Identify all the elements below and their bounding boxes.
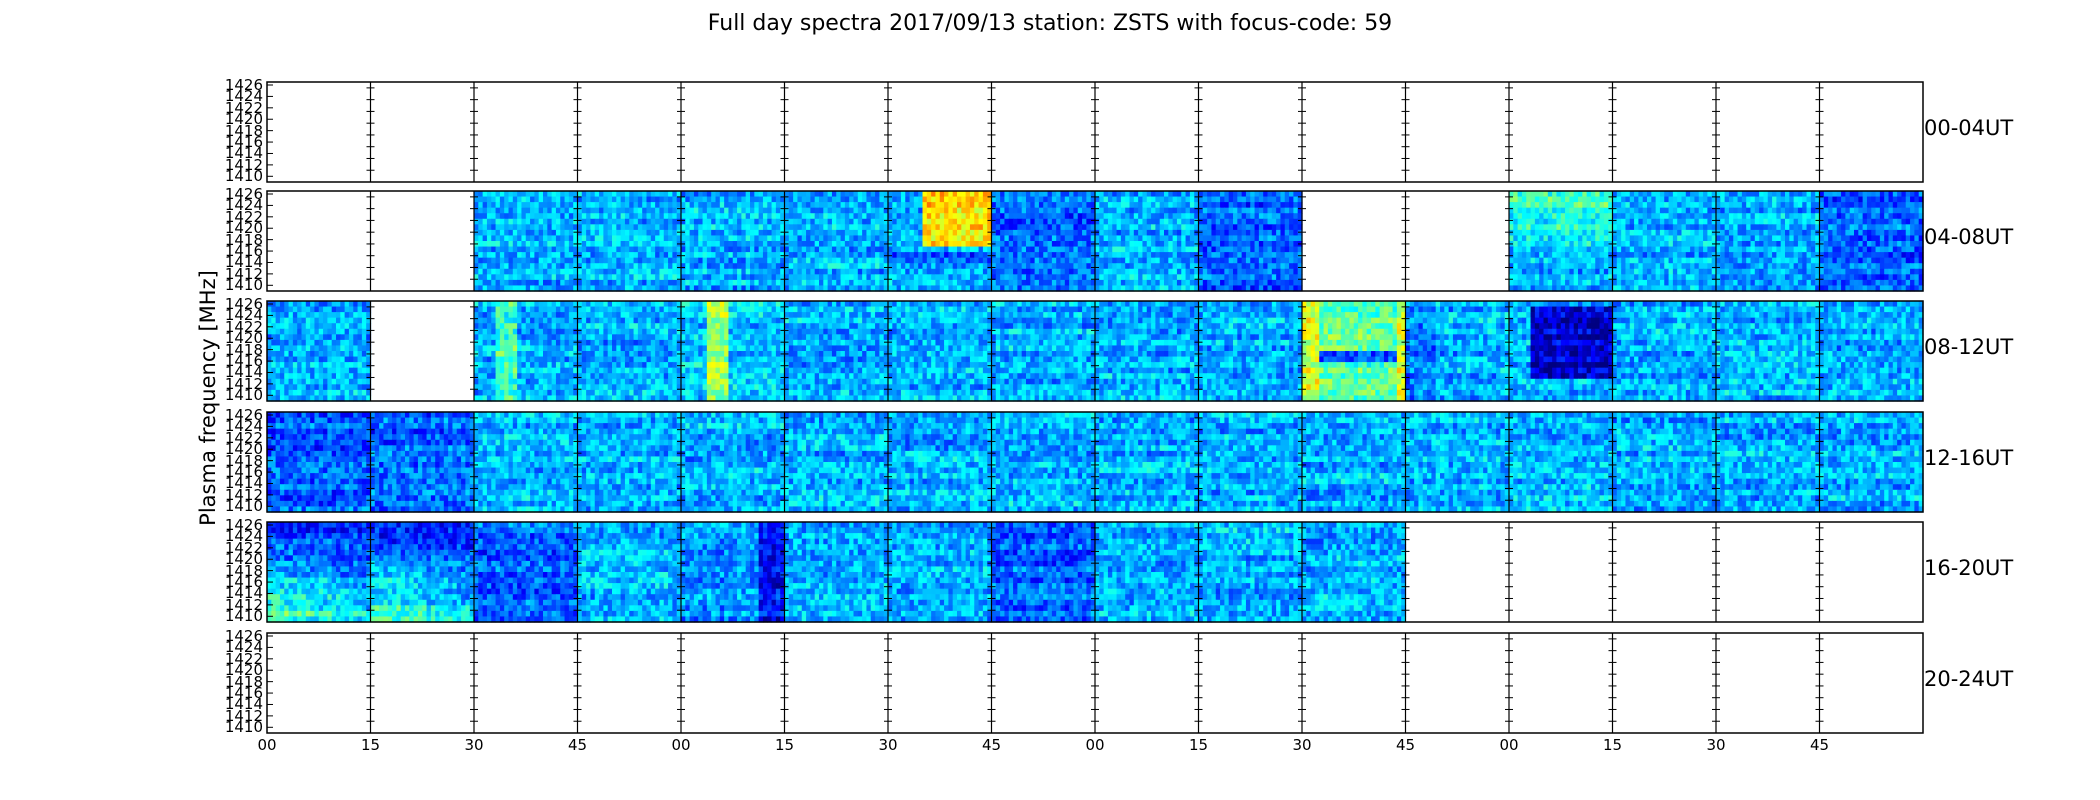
row-label-00-04UT: 00-04UT xyxy=(1924,116,2013,140)
row-label-16-20UT: 16-20UT xyxy=(1924,556,2013,580)
spectrum-panel-16-20UT-5 xyxy=(681,522,785,623)
spectrum-panel-08-12UT-12 xyxy=(1406,301,1510,402)
spectrum-panel-16-20UT-4 xyxy=(578,522,682,623)
y-tick-label: 1410 xyxy=(213,388,263,403)
x-tick-label: 00 xyxy=(247,738,287,753)
spectrum-panel-12-16UT-1 xyxy=(267,412,371,513)
spectrum-panel-08-12UT-3 xyxy=(474,301,578,402)
spectrum-panel-04-08UT-13 xyxy=(1509,191,1613,292)
spectrum-panel-12-16UT-11 xyxy=(1302,412,1406,513)
spectrum-panel-04-08UT-5 xyxy=(681,191,785,292)
spectrum-panel-08-12UT-8 xyxy=(992,301,1096,402)
x-tick-label: 00 xyxy=(661,738,701,753)
row-label-20-24UT: 20-24UT xyxy=(1924,667,2013,691)
spectrum-panel-12-16UT-9 xyxy=(1095,412,1199,513)
spectrum-panel-12-16UT-14 xyxy=(1613,412,1717,513)
x-tick-label: 30 xyxy=(454,738,494,753)
spectrum-panel-12-16UT-4 xyxy=(578,412,682,513)
spectrum-panel-04-08UT-15 xyxy=(1716,191,1820,292)
x-tick-label: 15 xyxy=(1179,738,1219,753)
x-tick-label: 15 xyxy=(351,738,391,753)
y-tick-label: 1410 xyxy=(213,169,263,184)
spectrum-panel-08-12UT-15 xyxy=(1716,301,1820,402)
spectrum-panel-16-20UT-1 xyxy=(267,522,371,623)
spectrum-panel-08-12UT-6 xyxy=(785,301,889,402)
spectrum-panel-12-16UT-13 xyxy=(1509,412,1613,513)
spectrum-panel-16-20UT-10 xyxy=(1199,522,1303,623)
spectrum-panel-16-20UT-7 xyxy=(888,522,992,623)
x-tick-label: 00 xyxy=(1075,738,1115,753)
x-tick-label: 45 xyxy=(972,738,1012,753)
spectrum-panel-12-16UT-2 xyxy=(371,412,475,513)
spectrum-panel-04-08UT-6 xyxy=(785,191,889,292)
spectrum-panel-04-08UT-3 xyxy=(474,191,578,292)
spectrum-panel-12-16UT-10 xyxy=(1199,412,1303,513)
spectrum-panel-12-16UT-7 xyxy=(888,412,992,513)
x-tick-label: 15 xyxy=(765,738,805,753)
y-tick-label: 1410 xyxy=(213,499,263,514)
spectrum-panel-08-12UT-11 xyxy=(1302,301,1406,402)
y-tick-label: 1410 xyxy=(213,278,263,293)
spectrum-panel-16-20UT-9 xyxy=(1095,522,1199,623)
row-label-04-08UT: 04-08UT xyxy=(1924,225,2013,249)
x-tick-label: 45 xyxy=(1800,738,1840,753)
spectrum-panel-08-12UT-9 xyxy=(1095,301,1199,402)
x-tick-label: 30 xyxy=(1282,738,1322,753)
x-tick-label: 45 xyxy=(558,738,598,753)
spectrum-panel-04-08UT-14 xyxy=(1613,191,1717,292)
spectrum-panel-08-12UT-4 xyxy=(578,301,682,402)
spectrum-panel-08-12UT-16 xyxy=(1820,301,1924,402)
x-tick-label: 30 xyxy=(1696,738,1736,753)
spectrum-panel-12-16UT-8 xyxy=(992,412,1096,513)
spectrum-panel-12-16UT-5 xyxy=(681,412,785,513)
spectrum-panel-16-20UT-6 xyxy=(785,522,889,623)
spectrum-panel-08-12UT-13 xyxy=(1509,301,1613,402)
spectrum-panel-16-20UT-8 xyxy=(992,522,1096,623)
row-label-08-12UT: 08-12UT xyxy=(1924,335,2013,359)
spectrum-panel-16-20UT-3 xyxy=(474,522,578,623)
y-tick-label: 1410 xyxy=(213,609,263,624)
spectrum-panel-08-12UT-1 xyxy=(267,301,371,402)
x-tick-label: 15 xyxy=(1593,738,1633,753)
spectrum-panel-04-08UT-9 xyxy=(1095,191,1199,292)
x-tick-label: 00 xyxy=(1489,738,1529,753)
spectrum-panel-12-16UT-16 xyxy=(1820,412,1924,513)
spectrum-panel-12-16UT-3 xyxy=(474,412,578,513)
spectrum-panel-08-12UT-14 xyxy=(1613,301,1717,402)
spectrum-panel-04-08UT-16 xyxy=(1820,191,1924,292)
x-tick-label: 30 xyxy=(868,738,908,753)
spectrum-panel-04-08UT-10 xyxy=(1199,191,1303,292)
row-label-12-16UT: 12-16UT xyxy=(1924,446,2013,470)
spectrum-panel-12-16UT-12 xyxy=(1406,412,1510,513)
spectrum-panel-08-12UT-7 xyxy=(888,301,992,402)
spectrum-panel-16-20UT-2 xyxy=(371,522,475,623)
x-tick-label: 45 xyxy=(1386,738,1426,753)
spectrum-panel-04-08UT-7 xyxy=(888,191,992,292)
spectrum-panel-12-16UT-6 xyxy=(785,412,889,513)
y-tick-label: 1410 xyxy=(213,720,263,735)
spectrum-panel-08-12UT-5 xyxy=(681,301,785,402)
spectrum-panel-08-12UT-10 xyxy=(1199,301,1303,402)
spectrum-panel-04-08UT-4 xyxy=(578,191,682,292)
spectrum-panel-12-16UT-15 xyxy=(1716,412,1820,513)
spectrum-panel-04-08UT-8 xyxy=(992,191,1096,292)
spectrum-panel-16-20UT-11 xyxy=(1302,522,1406,623)
